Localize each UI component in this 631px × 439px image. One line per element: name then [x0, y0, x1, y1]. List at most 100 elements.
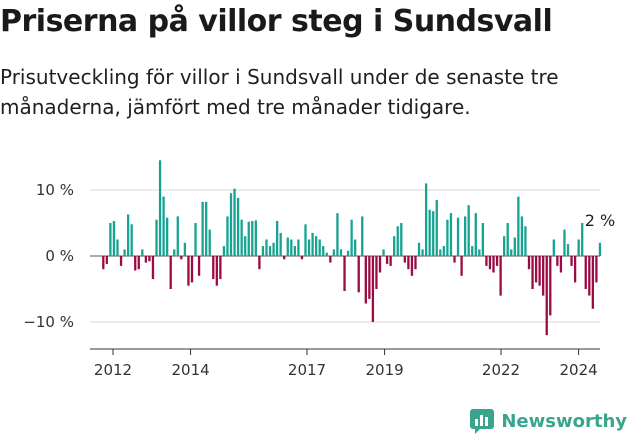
bar	[396, 226, 399, 256]
bar	[176, 216, 179, 256]
bar	[492, 256, 495, 273]
brand-logo: Newsworthy	[469, 408, 627, 434]
bar	[322, 246, 325, 256]
bar	[275, 221, 279, 256]
bar	[588, 256, 591, 296]
bar	[442, 246, 445, 256]
bar	[116, 239, 119, 256]
bar	[254, 220, 257, 256]
bar	[361, 216, 364, 256]
bar	[304, 224, 307, 256]
bar	[315, 236, 318, 256]
bar	[329, 256, 332, 263]
bar	[517, 196, 520, 256]
bar	[499, 256, 502, 296]
bar	[222, 246, 226, 256]
bar	[400, 223, 403, 256]
bar	[197, 256, 201, 276]
bar	[332, 249, 336, 256]
bar	[219, 256, 222, 280]
bar	[478, 249, 481, 256]
bar	[471, 246, 474, 256]
bar	[488, 256, 492, 270]
bar	[378, 256, 382, 273]
bar	[318, 239, 321, 256]
last-value-label: 2 %	[585, 211, 615, 230]
bar	[336, 213, 339, 256]
newsworthy-logo-icon	[470, 409, 495, 434]
bar	[205, 201, 208, 256]
bar	[403, 256, 406, 263]
bar	[105, 256, 108, 264]
bar	[506, 223, 509, 256]
bar	[247, 221, 250, 256]
bar	[112, 221, 116, 256]
bar	[449, 213, 453, 256]
bar	[297, 239, 300, 256]
bar	[119, 256, 123, 266]
bar	[393, 236, 396, 256]
x-tick-label: 2019	[366, 361, 404, 379]
bar	[577, 239, 580, 256]
x-tick-label: 2014	[172, 361, 210, 379]
bar	[503, 236, 506, 256]
bar	[570, 256, 573, 266]
bar	[208, 229, 211, 256]
bar	[190, 256, 194, 283]
bar	[520, 216, 524, 256]
bar	[201, 201, 204, 256]
bar	[545, 256, 548, 336]
bar	[283, 256, 286, 260]
y-tick-label: 10 %	[36, 181, 74, 199]
bar	[481, 223, 485, 256]
bar	[244, 236, 247, 256]
bar	[456, 217, 460, 256]
bar	[265, 239, 268, 256]
bar	[215, 256, 218, 286]
bar	[424, 183, 428, 256]
bar	[109, 223, 112, 256]
bar	[183, 242, 187, 256]
bar	[510, 249, 513, 256]
bar	[432, 211, 435, 256]
bar	[212, 256, 215, 280]
bar	[513, 237, 516, 256]
bar	[226, 216, 229, 256]
bar	[158, 160, 162, 256]
bar	[531, 256, 534, 289]
bar	[584, 256, 587, 289]
bar	[258, 256, 261, 270]
bar	[151, 256, 155, 280]
bar	[598, 242, 602, 256]
bar	[155, 219, 158, 256]
bar	[559, 256, 563, 273]
bar	[389, 256, 392, 266]
bar	[534, 256, 538, 283]
bar	[382, 249, 385, 256]
bar	[439, 249, 442, 256]
bar	[346, 250, 350, 256]
bar	[446, 219, 449, 256]
bar	[385, 256, 389, 264]
bar	[573, 256, 577, 283]
bar	[414, 256, 417, 270]
bar	[141, 249, 144, 256]
bar	[435, 199, 438, 256]
bar	[286, 237, 289, 256]
bar	[428, 209, 431, 256]
bar	[485, 256, 488, 266]
bar	[371, 256, 375, 322]
bar	[236, 197, 240, 256]
bar	[240, 219, 243, 256]
bar	[552, 239, 555, 256]
bar	[137, 256, 140, 270]
bar	[162, 196, 165, 256]
bar	[339, 249, 343, 256]
bar	[368, 256, 371, 299]
bar	[307, 239, 311, 256]
bar	[279, 232, 282, 256]
bar	[272, 242, 275, 256]
y-tick-label: 0 %	[45, 247, 74, 265]
bar	[102, 256, 105, 270]
